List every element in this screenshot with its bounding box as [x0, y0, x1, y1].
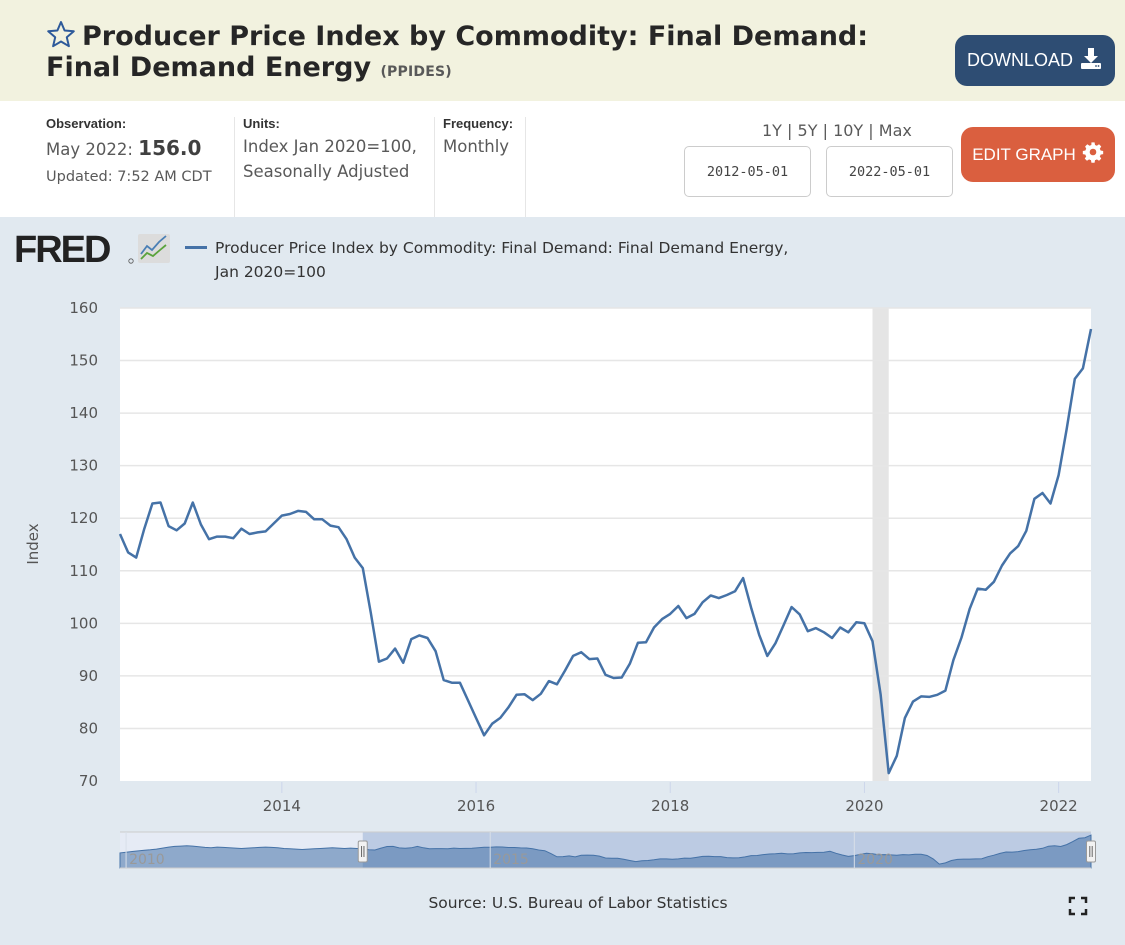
- y-tick-label: 100: [69, 614, 98, 632]
- units-label: Units:: [243, 116, 280, 131]
- observation-block: Observation: May 2022: 156.0 Updated: 7:…: [46, 115, 212, 189]
- updated-time: Updated: 7:52 AM CDT: [46, 169, 212, 185]
- x-tick-label: 2020: [845, 797, 883, 815]
- frequency-block: Frequency: Monthly: [443, 115, 513, 159]
- x-tick-label: 2014: [263, 797, 301, 815]
- x-axis-ticks: 2014 2016 2018 2020 2022: [263, 782, 1078, 815]
- series-line: [118, 328, 1093, 775]
- y-tick-label: 140: [69, 404, 98, 422]
- source-note: Source: U.S. Bureau of Labor Statistics: [428, 894, 728, 912]
- separator: |: [787, 121, 793, 140]
- end-date-input[interactable]: 2022-05-01: [826, 146, 953, 197]
- download-button[interactable]: DOWNLOAD: [955, 35, 1115, 86]
- series-meta: Observation: May 2022: 156.0 Updated: 7:…: [0, 101, 1125, 217]
- navigator-left-handle[interactable]: [357, 840, 368, 863]
- y-tick-label: 80: [79, 719, 98, 737]
- grid-lines: [120, 307, 1091, 730]
- navigator-right-handle[interactable]: [1086, 840, 1096, 863]
- download-icon: [1079, 46, 1103, 75]
- range-max[interactable]: Max: [878, 121, 912, 140]
- star-outline-icon[interactable]: [46, 20, 76, 48]
- edit-graph-label: EDIT GRAPH: [972, 144, 1076, 164]
- separator: |: [868, 121, 874, 140]
- y-axis-label: Index: [24, 523, 42, 564]
- units-block: Units: Index Jan 2020=100, Seasonally Ad…: [243, 115, 417, 184]
- y-tick-label: 120: [69, 509, 98, 527]
- plot-area: [120, 308, 1091, 781]
- y-tick-label: 130: [69, 457, 98, 475]
- navigator-label: 2015: [493, 852, 529, 868]
- y-tick-label: 90: [79, 667, 98, 685]
- frequency-value: Monthly: [443, 137, 510, 156]
- divider: [234, 117, 235, 217]
- units-line-2: Seasonally Adjusted: [243, 162, 410, 181]
- observation-value: 156.0: [138, 136, 202, 160]
- y-axis-ticks: 70 80 90 100 110 120 130 140 150 160: [69, 299, 98, 790]
- series-title: Producer Price Index by Commodity: Final…: [46, 21, 869, 83]
- y-tick-label: 70: [79, 772, 98, 790]
- observation-value-line: May 2022: 156.0: [46, 136, 212, 162]
- fred-logo: FRED: [14, 229, 174, 271]
- x-tick-label: 2016: [457, 797, 495, 815]
- recession-shading-group: [872, 308, 889, 781]
- x-tick-label: 2018: [651, 797, 689, 815]
- fullscreen-icon[interactable]: [1068, 896, 1088, 916]
- range-1y[interactable]: 1Y: [762, 121, 782, 140]
- y-tick-label: 110: [69, 562, 98, 580]
- range-navigator: 2010 2015 2020: [119, 831, 1096, 869]
- observation-date: May 2022:: [46, 140, 133, 159]
- range-links: 1Y | 5Y | 10Y | Max: [762, 121, 912, 140]
- navigator-label: 2010: [129, 852, 165, 868]
- download-label: DOWNLOAD: [966, 50, 1073, 70]
- edit-graph-button[interactable]: EDIT GRAPH: [961, 127, 1115, 182]
- divider: [434, 117, 435, 217]
- units-line-1: Index Jan 2020=100,: [243, 137, 417, 156]
- x-tick-label: 2022: [1040, 797, 1078, 815]
- fred-logo-text: FRED: [14, 230, 110, 268]
- series-header: Producer Price Index by Commodity: Final…: [0, 0, 1125, 101]
- range-5y[interactable]: 5Y: [797, 121, 818, 140]
- y-tick-label: 160: [69, 299, 98, 317]
- separator: |: [822, 121, 828, 140]
- y-tick-label: 150: [69, 352, 98, 370]
- series-id: (PPIDES): [380, 64, 452, 80]
- frequency-label: Frequency:: [443, 116, 514, 131]
- range-10y[interactable]: 10Y: [833, 121, 864, 140]
- legend-line-1: Producer Price Index by Commodity: Final…: [215, 239, 789, 257]
- legend-line-2: Jan 2020=100: [215, 263, 326, 281]
- navigator-label: 2020: [857, 852, 893, 868]
- start-date-input[interactable]: 2012-05-01: [684, 146, 811, 197]
- divider: [525, 117, 526, 217]
- observation-label: Observation:: [46, 116, 127, 131]
- page-title: Producer Price Index by Commodity: Final…: [46, 20, 936, 88]
- recession-bar: [872, 308, 889, 781]
- gear-icon: [1082, 141, 1104, 168]
- legend-line: [185, 246, 207, 249]
- legend-text: Producer Price Index by Commodity: Final…: [215, 236, 855, 284]
